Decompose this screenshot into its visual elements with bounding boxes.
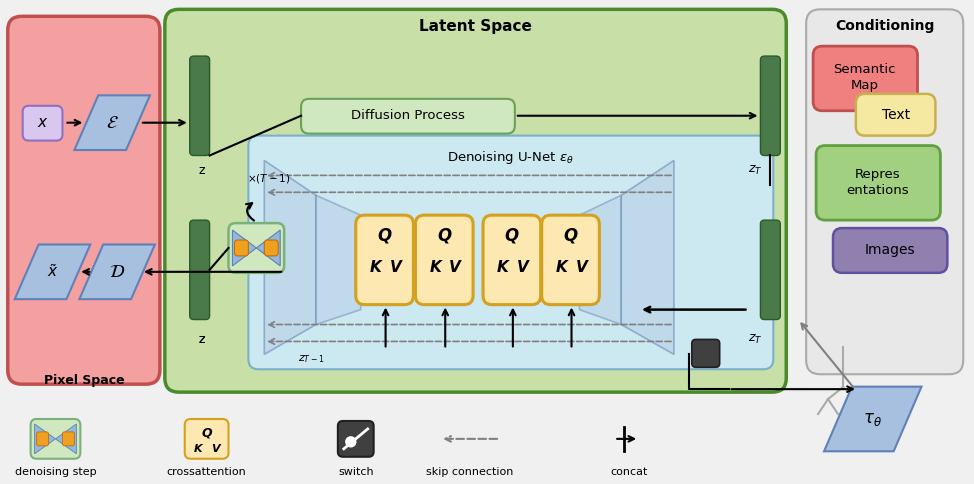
Text: $z_{T-1}$: $z_{T-1}$ (298, 353, 324, 365)
Text: Semantic
Map: Semantic Map (834, 63, 896, 92)
Text: K: K (370, 260, 382, 275)
Text: $\mathcal{D}$: $\mathcal{D}$ (109, 263, 126, 281)
Text: Q: Q (437, 226, 451, 244)
FancyBboxPatch shape (416, 215, 473, 304)
Polygon shape (56, 424, 76, 454)
Text: Latent Space: Latent Space (419, 19, 532, 34)
Text: z: z (199, 333, 205, 346)
Polygon shape (824, 387, 921, 451)
FancyBboxPatch shape (165, 9, 786, 392)
Text: V: V (576, 260, 587, 275)
Text: Pixel Space: Pixel Space (44, 374, 125, 387)
Text: V: V (211, 444, 220, 454)
Text: skip connection: skip connection (427, 467, 514, 477)
FancyBboxPatch shape (8, 16, 160, 384)
FancyBboxPatch shape (856, 94, 935, 136)
Text: Repres
entations: Repres entations (846, 168, 909, 197)
FancyBboxPatch shape (62, 432, 74, 446)
Text: K: K (555, 260, 568, 275)
FancyBboxPatch shape (806, 9, 963, 374)
Text: K: K (430, 260, 441, 275)
Text: $z_T$: $z_T$ (748, 164, 763, 177)
Text: Q: Q (202, 426, 212, 439)
FancyBboxPatch shape (542, 215, 599, 304)
Text: Q: Q (563, 226, 578, 244)
FancyBboxPatch shape (833, 228, 948, 273)
Text: crossattention: crossattention (167, 467, 246, 477)
Polygon shape (621, 161, 674, 354)
Text: Images: Images (864, 243, 915, 257)
FancyBboxPatch shape (22, 106, 62, 140)
Circle shape (346, 437, 356, 447)
Text: Q: Q (378, 226, 392, 244)
Text: z: z (199, 164, 205, 177)
Text: $\tilde{x}$: $\tilde{x}$ (47, 263, 58, 280)
FancyBboxPatch shape (37, 432, 49, 446)
FancyBboxPatch shape (248, 136, 773, 369)
Text: V: V (390, 260, 401, 275)
Polygon shape (35, 424, 56, 454)
Text: switch: switch (338, 467, 374, 477)
FancyBboxPatch shape (483, 215, 541, 304)
Polygon shape (256, 230, 281, 266)
Text: Diffusion Process: Diffusion Process (351, 109, 465, 122)
Polygon shape (79, 244, 155, 299)
Text: K: K (497, 260, 508, 275)
Text: concat: concat (611, 467, 648, 477)
Polygon shape (233, 230, 256, 266)
Text: $\times(T-1)$: $\times(T-1)$ (247, 172, 291, 185)
Polygon shape (15, 244, 91, 299)
FancyBboxPatch shape (229, 223, 284, 273)
FancyBboxPatch shape (264, 240, 279, 256)
FancyBboxPatch shape (338, 421, 374, 457)
Text: $\tau_\theta$: $\tau_\theta$ (863, 410, 882, 428)
Text: V: V (449, 260, 461, 275)
Text: Denoising U-Net $\epsilon_\theta$: Denoising U-Net $\epsilon_\theta$ (447, 149, 575, 166)
FancyBboxPatch shape (692, 339, 720, 367)
Polygon shape (580, 195, 621, 325)
Text: Q: Q (505, 226, 519, 244)
Text: $z_T$: $z_T$ (748, 333, 763, 346)
FancyBboxPatch shape (190, 56, 209, 155)
Text: V: V (517, 260, 529, 275)
Polygon shape (264, 161, 316, 354)
FancyBboxPatch shape (30, 419, 80, 459)
Text: Text: Text (881, 108, 910, 122)
Polygon shape (74, 95, 150, 150)
Text: K: K (194, 444, 202, 454)
Text: $\mathcal{E}$: $\mathcal{E}$ (106, 114, 119, 132)
FancyBboxPatch shape (190, 220, 209, 319)
Text: Conditioning: Conditioning (835, 19, 934, 33)
FancyBboxPatch shape (816, 146, 940, 220)
FancyBboxPatch shape (235, 240, 248, 256)
Text: z: z (199, 333, 205, 346)
Text: denoising step: denoising step (15, 467, 96, 477)
FancyBboxPatch shape (761, 56, 780, 155)
FancyBboxPatch shape (813, 46, 918, 111)
Text: $x$: $x$ (37, 115, 49, 130)
FancyBboxPatch shape (356, 215, 413, 304)
FancyBboxPatch shape (301, 99, 515, 134)
Polygon shape (316, 195, 360, 325)
FancyBboxPatch shape (761, 220, 780, 319)
FancyBboxPatch shape (185, 419, 229, 459)
